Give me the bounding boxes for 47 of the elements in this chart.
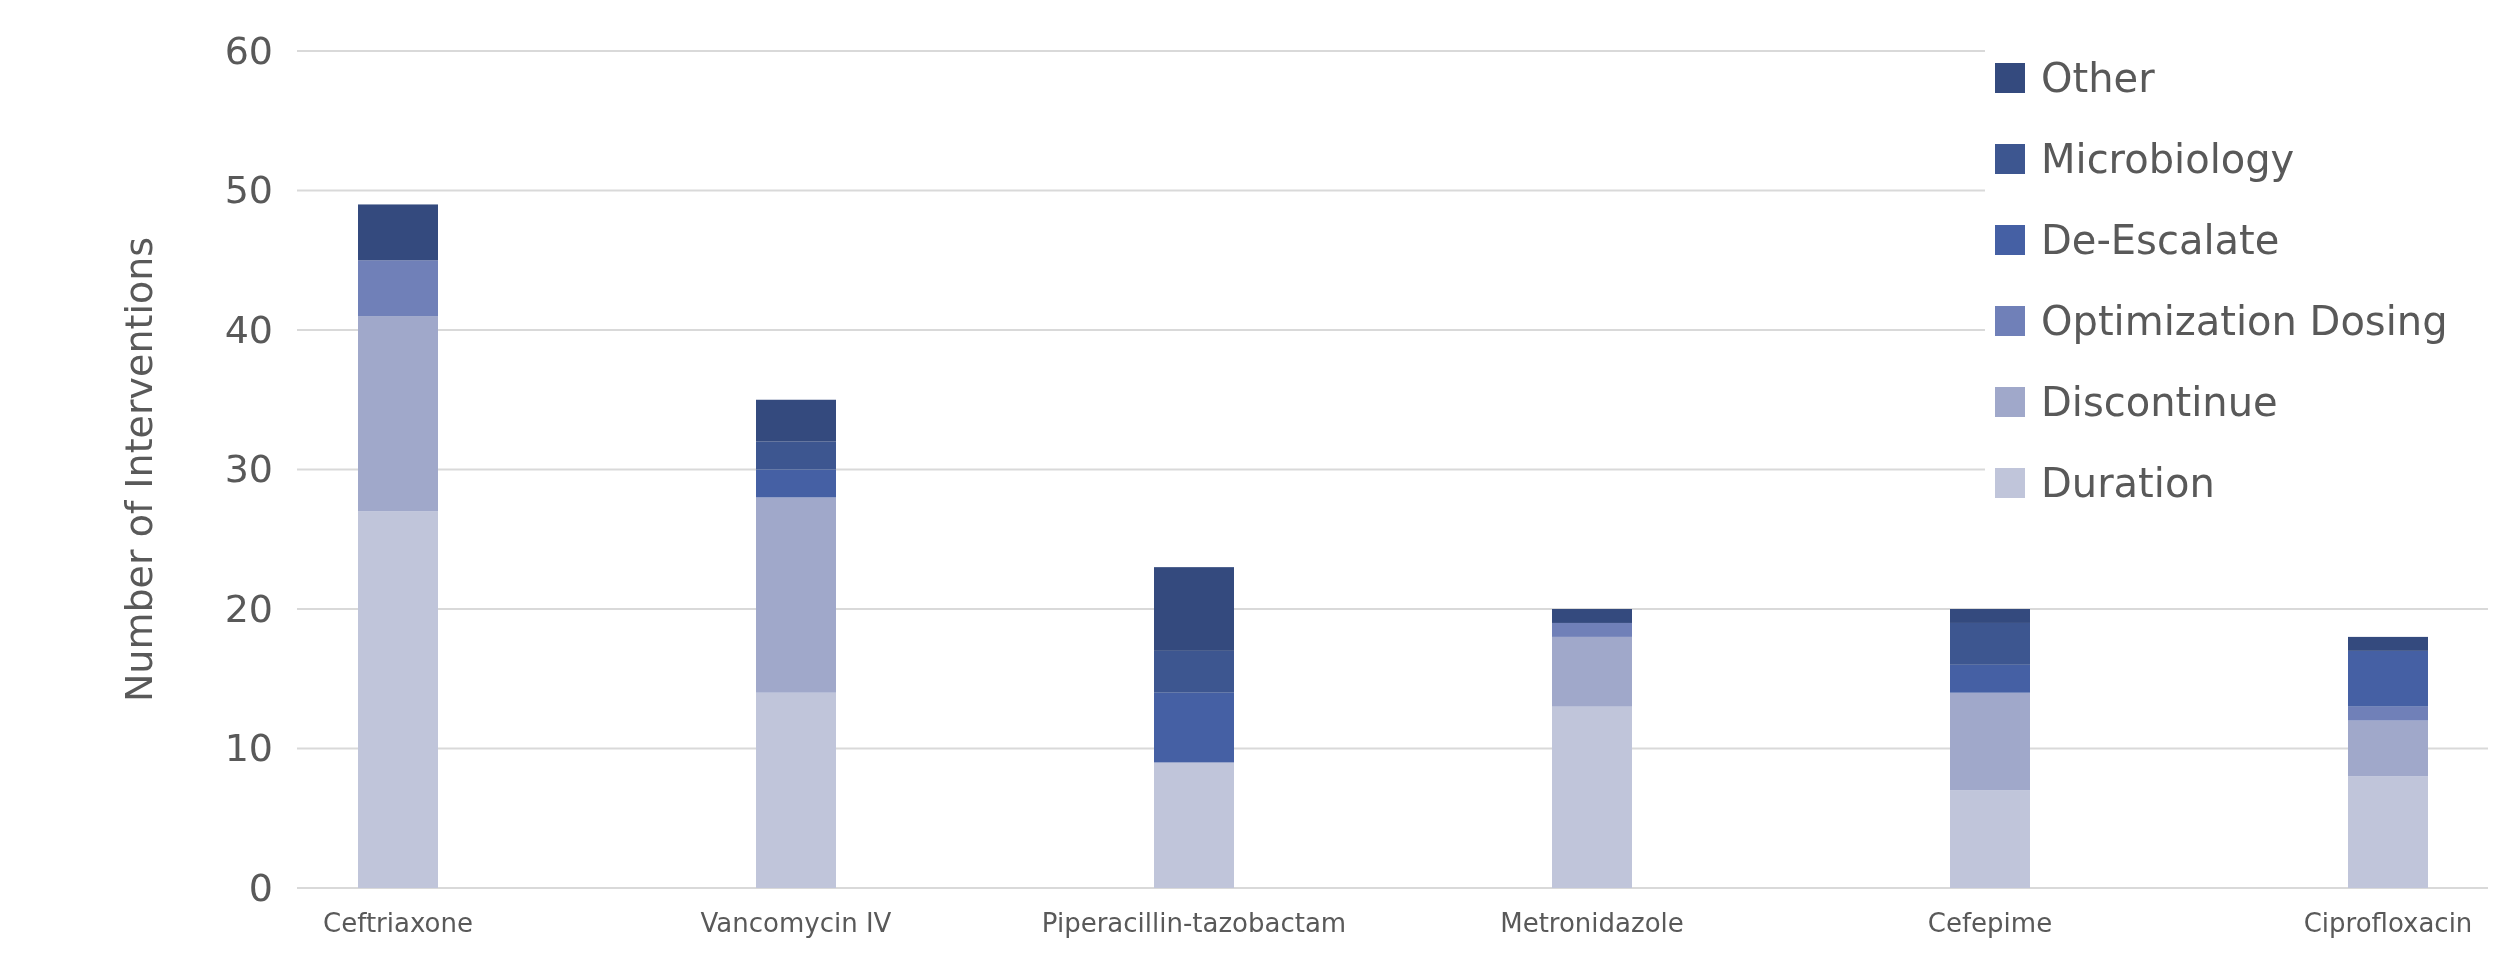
bar: [358, 204, 438, 261]
x-tick-label: Metronidazole: [1500, 908, 1684, 938]
y-tick-label: 50: [224, 168, 273, 213]
bar: [1950, 790, 2030, 888]
y-tick-label: 0: [248, 865, 273, 910]
bar: [2348, 650, 2428, 707]
bar: [1154, 567, 1234, 651]
bar: [2348, 706, 2428, 721]
bar: [1552, 636, 1632, 707]
bar: [756, 469, 836, 498]
bar: [756, 497, 836, 693]
y-tick-label: 40: [224, 307, 273, 352]
x-tick-label: Vancomycin IV: [700, 908, 892, 938]
y-tick-label: 30: [224, 447, 273, 492]
x-tick-label: Cefepime: [1927, 908, 2053, 938]
bar: [1552, 622, 1632, 637]
y-axis-title: Number of Interventions: [117, 236, 161, 703]
bar: [1950, 609, 2030, 623]
legend-label: Duration: [2041, 460, 2215, 506]
legend-label: De-Escalate: [2041, 217, 2280, 263]
x-tick-label: Piperacillin-tazobactam: [1041, 908, 1347, 938]
bar: [756, 441, 836, 470]
bar: [756, 399, 836, 442]
legend-label: Other: [2041, 55, 2156, 101]
bar: [1154, 692, 1234, 763]
bar: [1950, 622, 2030, 665]
bar: [1950, 692, 2030, 791]
bar: [358, 511, 438, 888]
bar: [2348, 776, 2428, 888]
bar: [358, 316, 438, 512]
x-tick-label: Ciprofloxacin: [2303, 908, 2473, 938]
bar: [1154, 762, 1234, 888]
bar: [1552, 609, 1632, 623]
bar: [1154, 650, 1234, 693]
legend-label: Microbiology: [2041, 136, 2295, 182]
y-tick-label: 20: [224, 586, 273, 631]
x-tick-label: Ceftriaxone: [323, 908, 473, 938]
bar: [1950, 664, 2030, 693]
bar: [2348, 720, 2428, 777]
bar: [1552, 706, 1632, 888]
legend-label: Discontinue: [2041, 379, 2278, 425]
bar: [358, 260, 438, 317]
bar: [2348, 636, 2428, 651]
y-tick-label: 10: [224, 726, 273, 771]
bar: [756, 692, 836, 888]
y-tick-label: 60: [224, 28, 273, 73]
legend-label: Optimization Dosing: [2041, 298, 2448, 344]
